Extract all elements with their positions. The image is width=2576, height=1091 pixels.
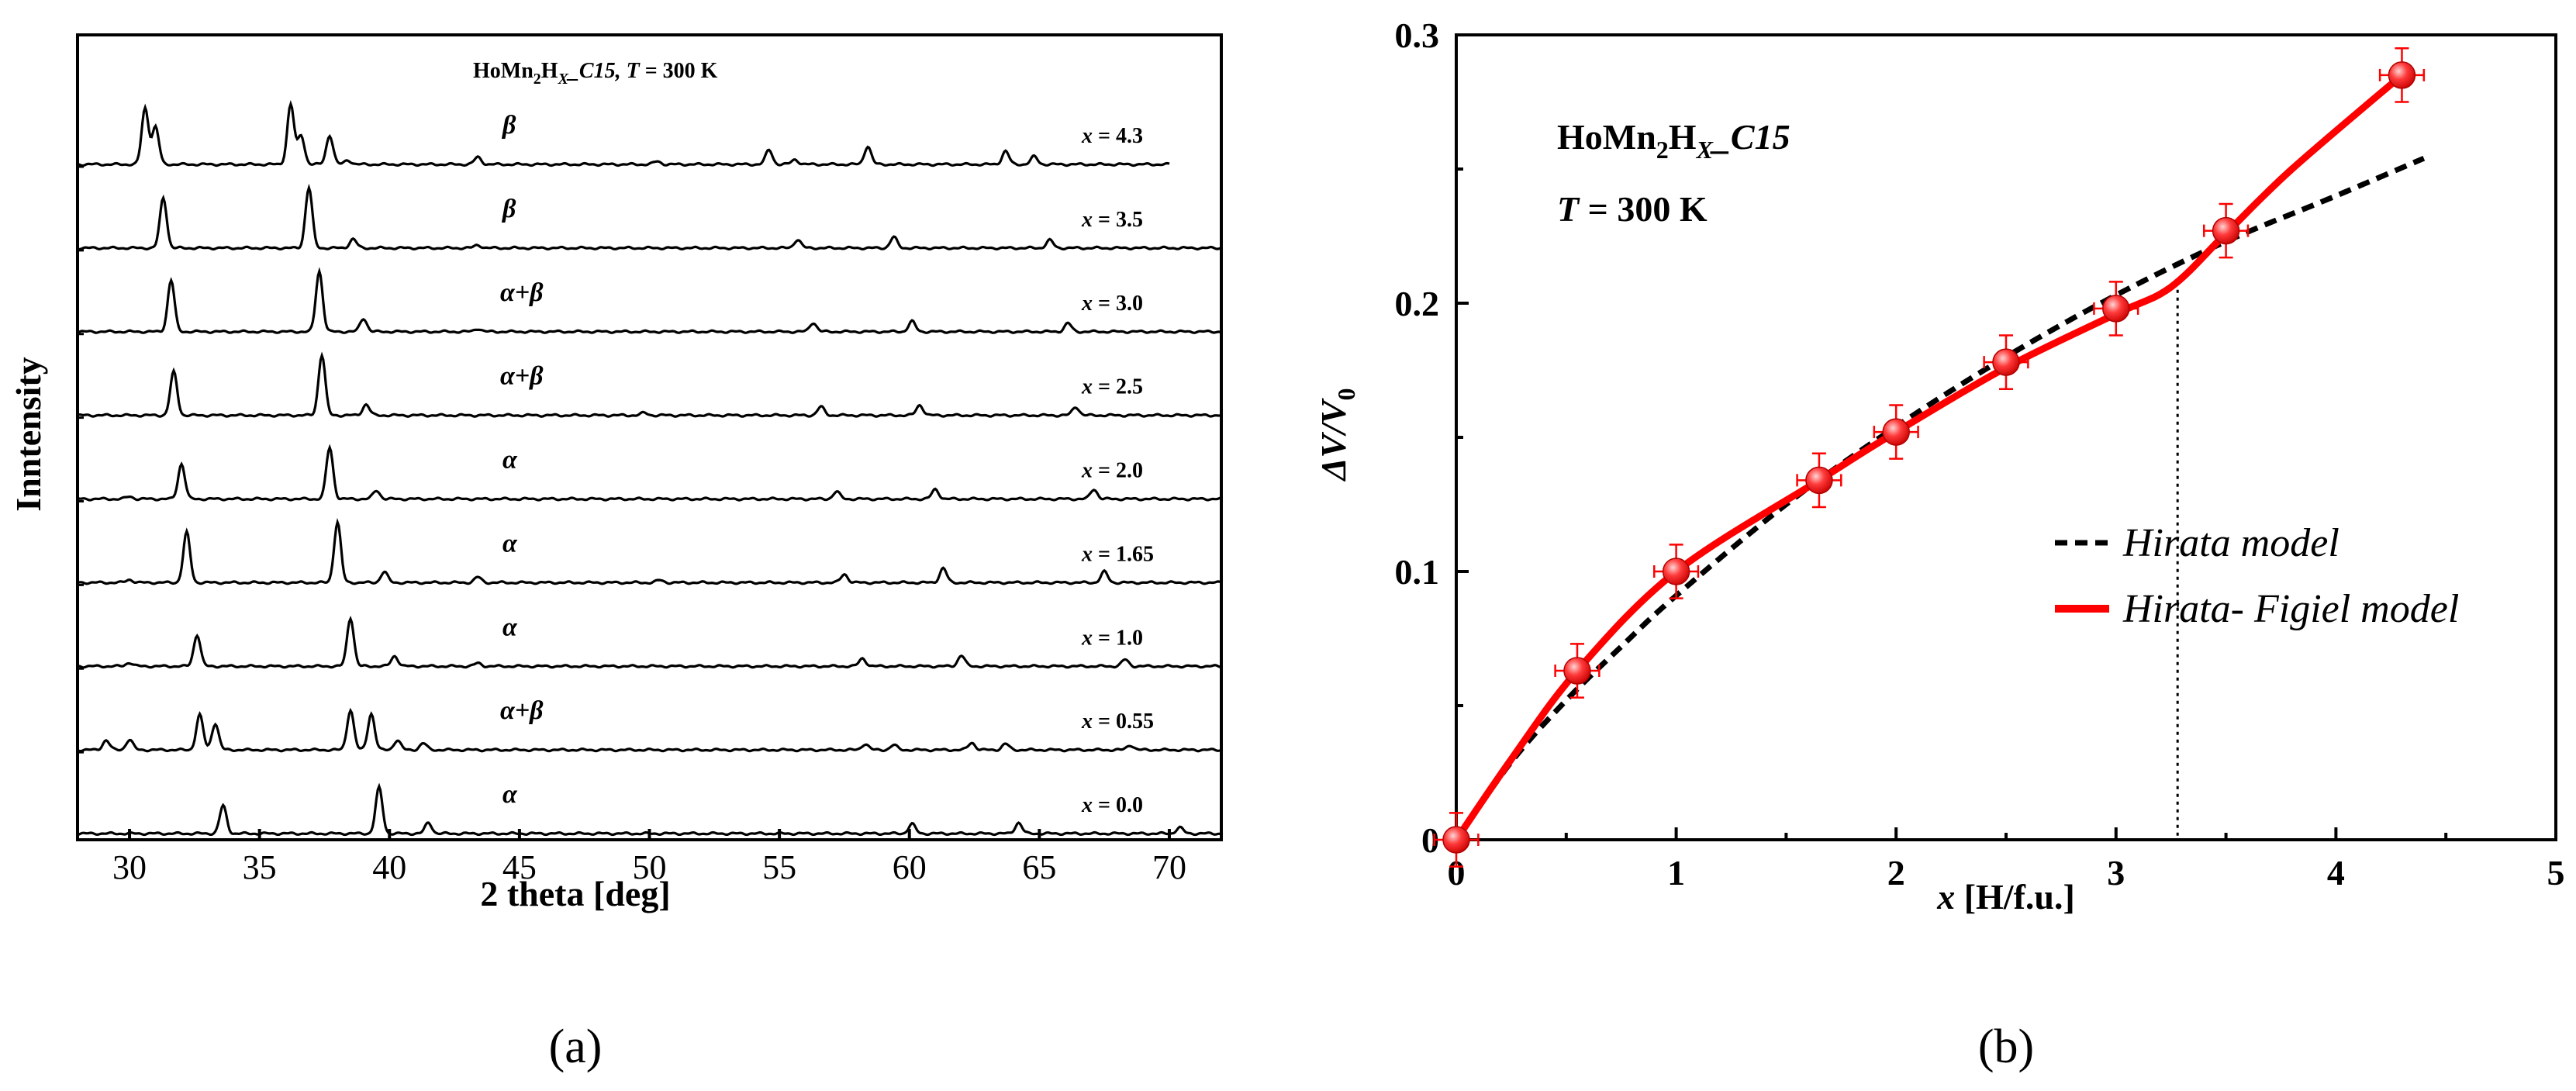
panel-a-x-axis-label: 2 theta [deg] (480, 874, 670, 913)
a-trace-x-0.0 (77, 782, 1222, 837)
panel-b: 0 1 2 3 4 5 0 0.1 0.2 0.3 HoMn2HX_C15 T = 300 K H… (1314, 16, 2565, 917)
b-data-point (2212, 216, 2240, 245)
panel-b-x-axis-label: x [H/f.u.] (1936, 877, 2075, 917)
a-trace-label: x = 2.5 (1081, 375, 1143, 399)
panel-b-annotation-temperature: T = 300 K (1557, 189, 1708, 229)
a-trace-x-1.0 (77, 616, 1222, 669)
b-data-point (1805, 466, 1833, 495)
a-trace-label: x = 1.65 (1081, 542, 1154, 566)
a-x-tick-label: 70 (1152, 848, 1186, 886)
b-y-tick-label: 0.2 (1395, 284, 1440, 323)
a-trace-x-3.5 (77, 183, 1222, 251)
b-data-point (1563, 657, 1591, 685)
panel-a-y-axis-label: Inntensity (9, 357, 48, 511)
a-trace-x-1.65 (77, 518, 1222, 585)
a-x-tick-label: 65 (1022, 848, 1056, 886)
panel-a-traces: x = 4.3 β x = 3.5 β x = 3.0 α+β x = 2.5 α+β x = … (77, 99, 1222, 837)
legend-hirata-label: Hirata model (2122, 521, 2339, 565)
panel-a-x-ticks: 30 35 40 45 50 55 60 65 70 (112, 829, 1186, 886)
a-x-tick-label: 35 (243, 848, 277, 886)
a-trace-label: x = 2.0 (1081, 459, 1143, 483)
a-x-tick-label: 60 (893, 848, 927, 886)
a-phase-label: α+β (500, 278, 544, 307)
panel-b-points (1433, 47, 2426, 868)
caption-b: (b) (1978, 1020, 2034, 1073)
a-trace-x-3.0 (77, 267, 1222, 334)
b-data-point (1662, 558, 1690, 585)
a-trace-label: x = 0.0 (1081, 793, 1143, 817)
b-x-tick-label: 4 (2327, 853, 2345, 892)
panel-a-frame (76, 33, 1223, 841)
a-phase-label: α (502, 529, 518, 558)
b-x-tick-label: 2 (1887, 853, 1905, 892)
a-phase-label: α (502, 613, 518, 641)
a-trace-x-2.5 (77, 351, 1222, 418)
b-y-tick-label: 0 (1421, 820, 1439, 860)
a-trace-x-0.55 (77, 707, 1222, 753)
a-phase-label: β (501, 195, 516, 223)
b-x-tick-label: 1 (1667, 853, 1685, 892)
a-x-tick-label: 50 (633, 848, 667, 886)
panel-b-annotation-title: HoMn2HX_C15 (1557, 117, 1790, 164)
a-trace-label: x = 1.0 (1081, 626, 1143, 650)
b-data-point (2388, 61, 2416, 89)
legend-hirata-figiel-label: Hirata- Figiel model (2122, 587, 2459, 631)
a-trace-label: x = 0.55 (1081, 709, 1154, 734)
b-x-tick-label: 0 (1448, 853, 1466, 892)
a-x-tick-label: 30 (112, 848, 147, 886)
a-phase-label: α+β (500, 362, 544, 391)
a-phase-label: β (501, 111, 516, 140)
a-trace-label: x = 3.5 (1081, 208, 1143, 232)
b-x-tick-label: 5 (2547, 853, 2565, 892)
panel-b-axes: 0 1 2 3 4 5 0 0.1 0.2 0.3 (1395, 16, 2565, 892)
a-trace-x-4.3 (77, 99, 1170, 167)
legend: Hirata model Hirata- Figiel model (2055, 521, 2459, 631)
b-data-point (1882, 418, 1910, 446)
a-trace-label: x = 4.3 (1081, 124, 1143, 148)
b-data-point (1992, 348, 2020, 376)
panel-b-y-axis-label: ΔV/V0 (1314, 388, 1360, 482)
a-trace-x-2.0 (77, 444, 1222, 502)
b-y-tick-label: 0.3 (1395, 16, 1440, 55)
a-x-tick-label: 40 (372, 848, 406, 886)
b-y-tick-label: 0.1 (1395, 552, 1440, 592)
b-x-tick-label: 3 (2107, 853, 2125, 892)
a-phase-label: α (502, 780, 518, 809)
panel-a-title: HoMn2HX_C15, T = 300 K (473, 59, 718, 88)
a-x-tick-label: 55 (762, 848, 796, 886)
a-phase-label: α+β (500, 696, 544, 725)
b-data-point (2102, 295, 2130, 323)
panel-a: x = 4.3 β x = 3.5 β x = 3.0 α+β x = 2.5 α+β x = … (9, 33, 1223, 913)
b-data-point (1442, 826, 1470, 854)
caption-a: (a) (549, 1020, 603, 1073)
a-phase-label: α (502, 446, 518, 475)
a-x-tick-label: 45 (502, 848, 537, 886)
b-hirata-curve (1454, 155, 2426, 842)
a-trace-label: x = 3.0 (1081, 292, 1143, 316)
